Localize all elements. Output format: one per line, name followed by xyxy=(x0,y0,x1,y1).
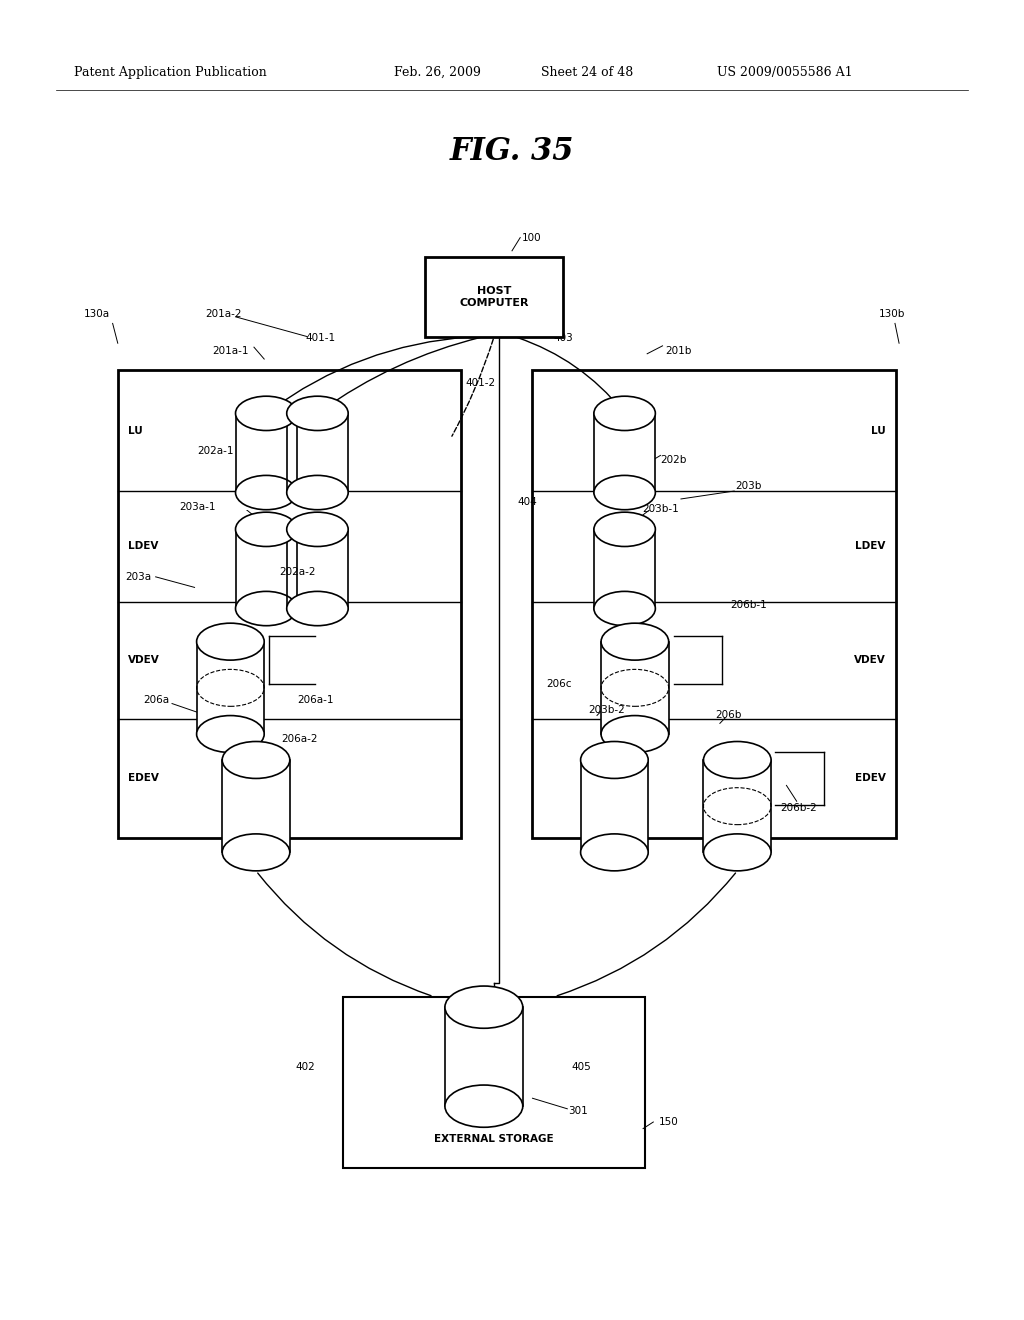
Bar xyxy=(594,413,655,510)
Text: 206a-1: 206a-1 xyxy=(297,694,334,705)
Text: HOST
COMPUTER: HOST COMPUTER xyxy=(460,286,528,308)
Ellipse shape xyxy=(287,396,348,430)
Text: EDEV: EDEV xyxy=(855,774,886,784)
Text: VDEV: VDEV xyxy=(128,655,160,665)
Ellipse shape xyxy=(594,591,655,626)
Bar xyxy=(601,642,669,752)
Text: 202a-2: 202a-2 xyxy=(280,566,316,577)
Text: 130b: 130b xyxy=(879,309,905,319)
Text: 130a: 130a xyxy=(84,309,111,319)
Bar xyxy=(703,760,771,871)
Ellipse shape xyxy=(601,715,669,752)
Text: 202b: 202b xyxy=(660,455,687,466)
Ellipse shape xyxy=(594,512,655,546)
Bar xyxy=(222,760,290,871)
Text: LDEV: LDEV xyxy=(855,541,886,552)
Ellipse shape xyxy=(287,512,348,546)
Ellipse shape xyxy=(581,834,648,871)
Text: 202a-1: 202a-1 xyxy=(197,446,233,457)
Ellipse shape xyxy=(236,475,297,510)
Text: LDEV: LDEV xyxy=(128,541,159,552)
Text: 401-2: 401-2 xyxy=(466,378,496,388)
Text: 203b: 203b xyxy=(735,480,762,491)
Bar xyxy=(118,370,461,838)
Text: 404: 404 xyxy=(517,496,537,507)
Text: 206b-1: 206b-1 xyxy=(730,599,767,610)
Text: Feb. 26, 2009: Feb. 26, 2009 xyxy=(394,66,481,79)
Ellipse shape xyxy=(197,715,264,752)
Ellipse shape xyxy=(236,512,297,546)
Text: 405: 405 xyxy=(571,1061,591,1072)
Text: 203a-1: 203a-1 xyxy=(179,502,216,512)
Bar xyxy=(594,529,655,626)
Ellipse shape xyxy=(236,396,297,430)
Bar xyxy=(532,370,896,838)
Text: 206a: 206a xyxy=(143,694,170,705)
Bar xyxy=(581,760,648,871)
Ellipse shape xyxy=(601,623,669,660)
Ellipse shape xyxy=(222,742,290,779)
Text: 301: 301 xyxy=(568,1106,588,1117)
Ellipse shape xyxy=(594,475,655,510)
Bar xyxy=(425,257,563,337)
Text: 201a-2: 201a-2 xyxy=(205,309,242,319)
Bar xyxy=(343,997,645,1168)
Text: US 2009/0055586 A1: US 2009/0055586 A1 xyxy=(717,66,852,79)
Bar xyxy=(197,642,264,752)
Text: 401-1: 401-1 xyxy=(305,333,335,343)
Text: 203a: 203a xyxy=(125,572,152,582)
Text: 206b-2: 206b-2 xyxy=(780,803,817,813)
Text: 203a-2: 203a-2 xyxy=(246,606,283,616)
Ellipse shape xyxy=(703,834,771,871)
Ellipse shape xyxy=(445,986,523,1028)
Text: 201a-1: 201a-1 xyxy=(212,346,249,356)
Ellipse shape xyxy=(445,1085,523,1127)
Text: 150: 150 xyxy=(658,1117,678,1127)
Text: 100: 100 xyxy=(522,232,542,243)
Ellipse shape xyxy=(222,834,290,871)
Text: Patent Application Publication: Patent Application Publication xyxy=(74,66,266,79)
Bar xyxy=(236,529,297,626)
Text: 403: 403 xyxy=(553,333,572,343)
Text: 206b: 206b xyxy=(715,710,741,721)
Text: 206a-2: 206a-2 xyxy=(282,734,318,744)
Text: 402: 402 xyxy=(296,1061,315,1072)
Text: EXTERNAL STORAGE: EXTERNAL STORAGE xyxy=(434,1134,554,1144)
Ellipse shape xyxy=(236,591,297,626)
Bar xyxy=(287,529,348,626)
Text: VDEV: VDEV xyxy=(854,655,886,665)
Text: 206c: 206c xyxy=(546,678,571,689)
Text: LU: LU xyxy=(871,425,886,436)
Text: 203b-1: 203b-1 xyxy=(642,504,679,515)
Bar xyxy=(236,413,297,510)
Ellipse shape xyxy=(287,591,348,626)
Ellipse shape xyxy=(287,475,348,510)
Ellipse shape xyxy=(581,742,648,779)
Text: 203b-2: 203b-2 xyxy=(588,705,625,715)
Bar xyxy=(445,1007,523,1127)
Text: EDEV: EDEV xyxy=(128,774,159,784)
Ellipse shape xyxy=(594,396,655,430)
Text: FIG. 35: FIG. 35 xyxy=(450,136,574,168)
Bar xyxy=(287,413,348,510)
Text: LU: LU xyxy=(128,425,142,436)
Ellipse shape xyxy=(703,742,771,779)
Ellipse shape xyxy=(197,623,264,660)
Text: 201b: 201b xyxy=(666,346,692,356)
Text: Sheet 24 of 48: Sheet 24 of 48 xyxy=(541,66,633,79)
